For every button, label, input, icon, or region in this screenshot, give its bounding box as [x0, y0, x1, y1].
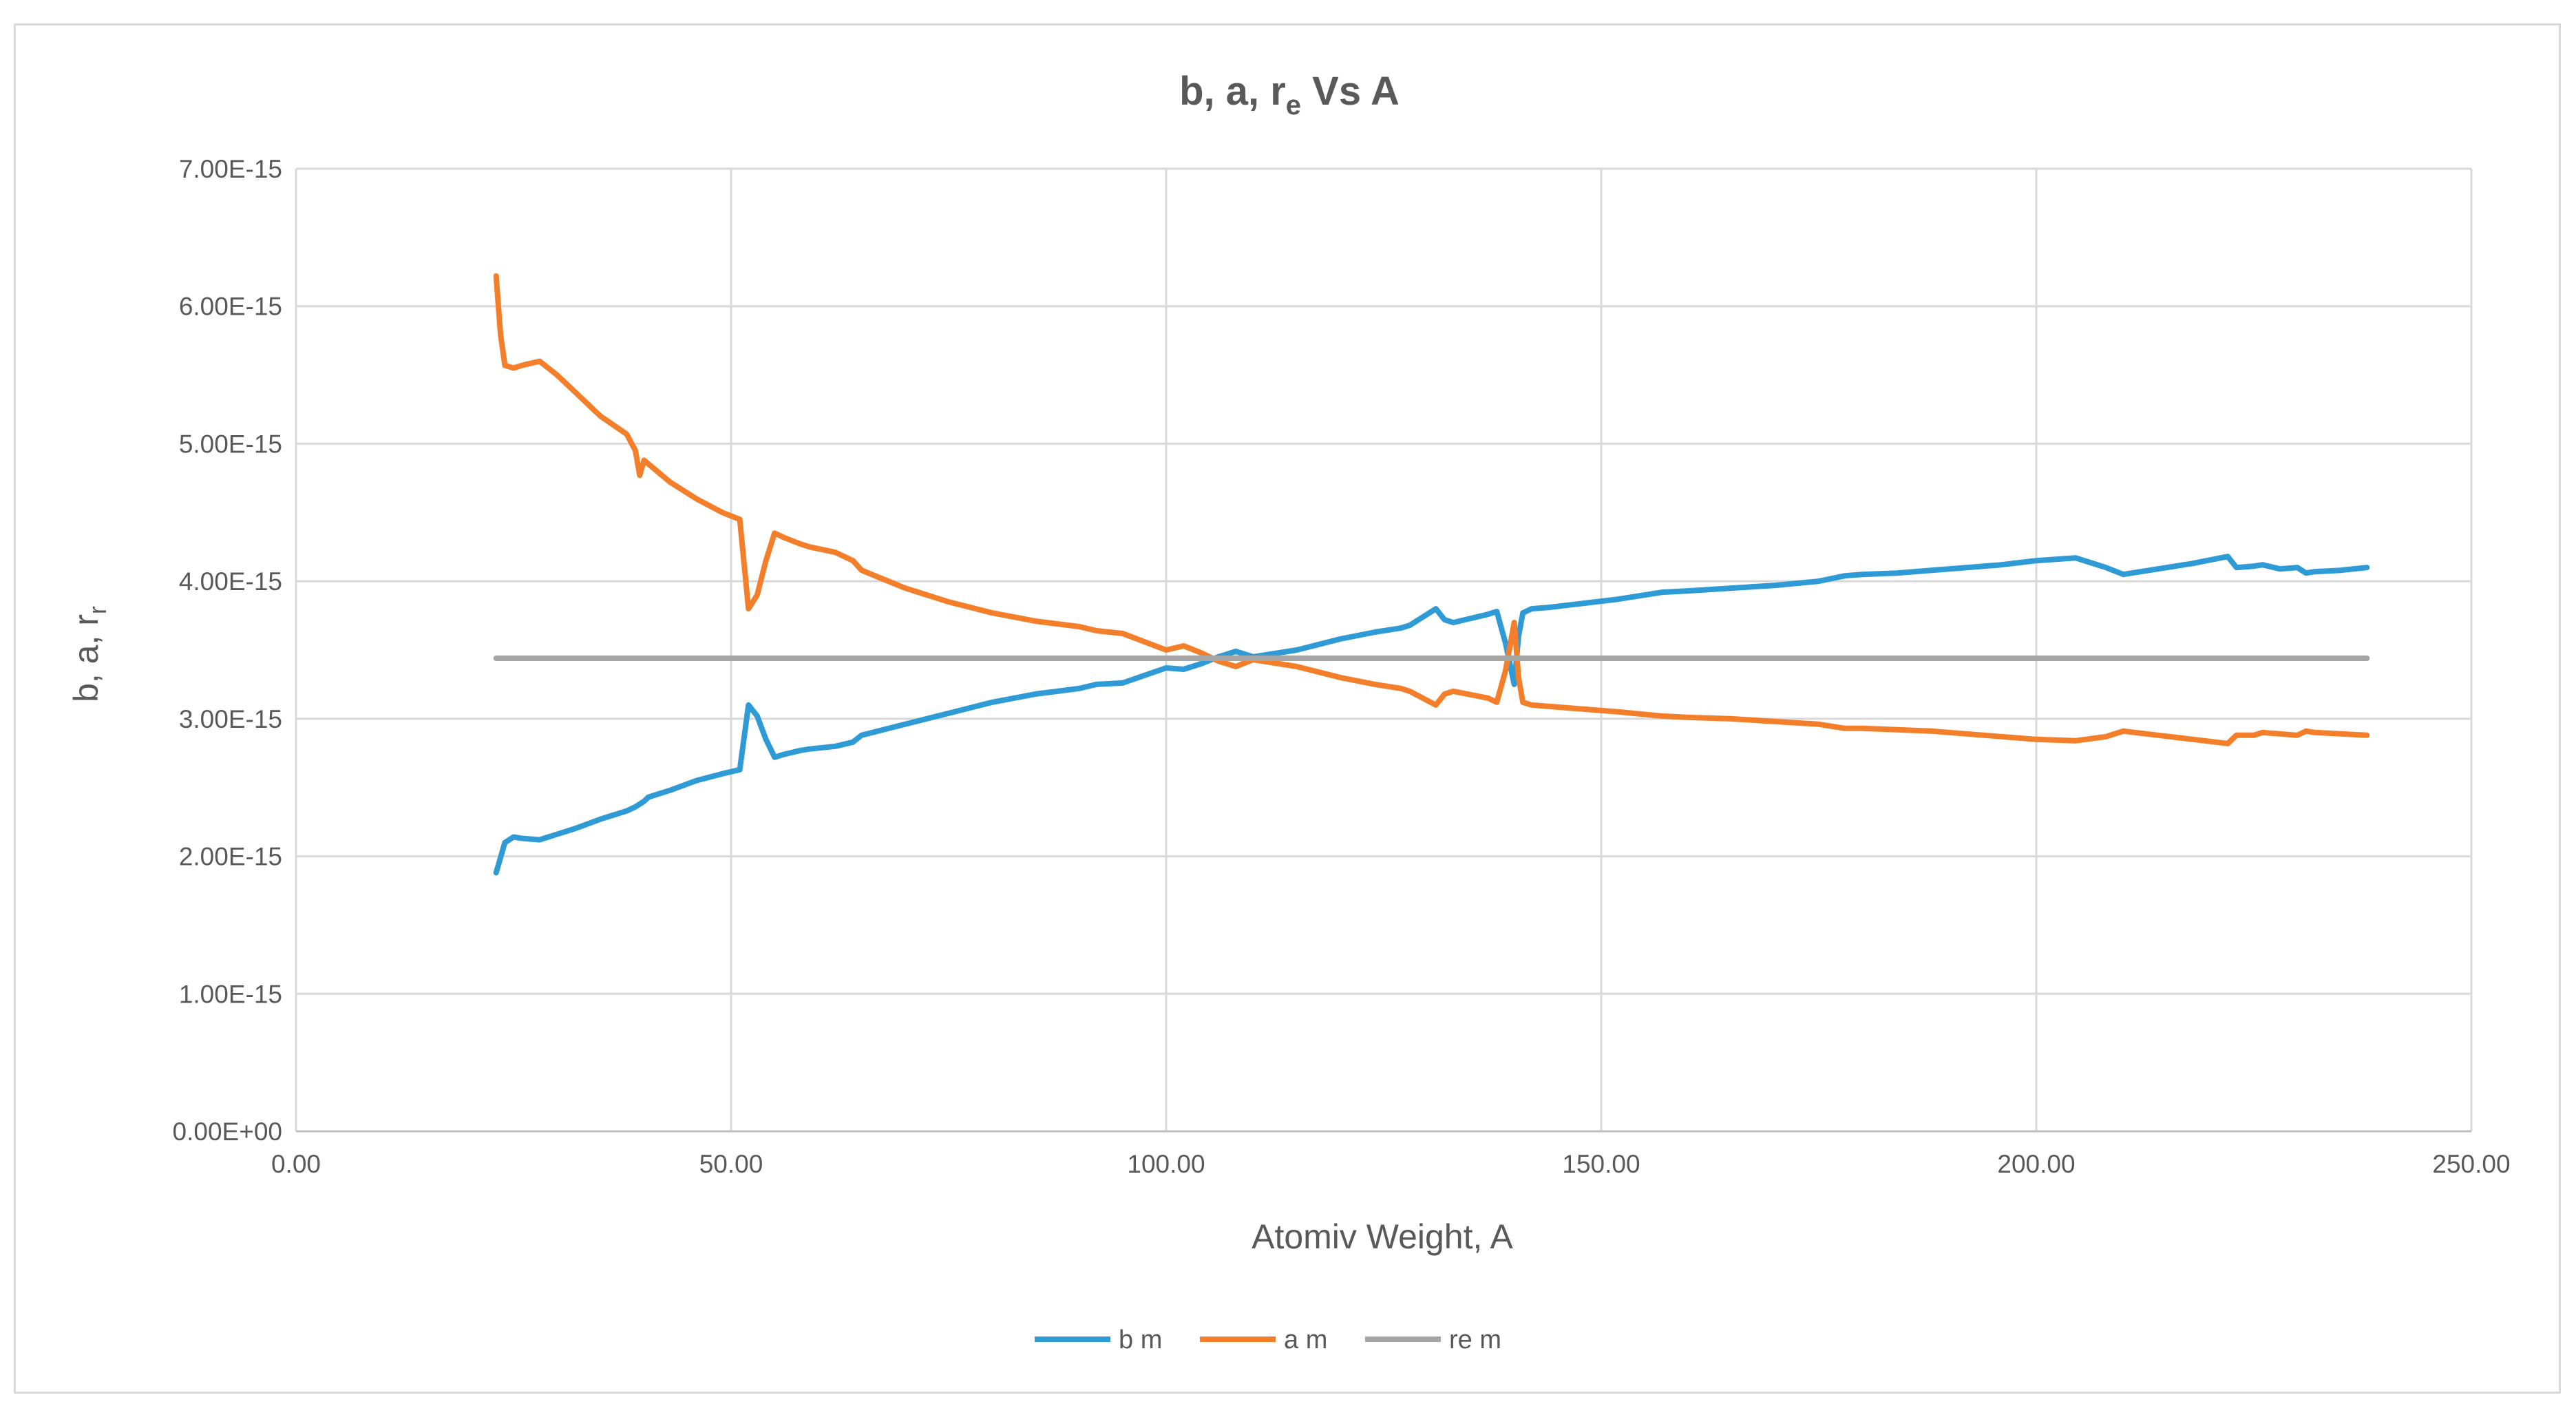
y-tick-label: 3.00E-15 — [179, 705, 282, 733]
x-tick-label: 50.00 — [699, 1150, 763, 1178]
chart-title-tail: Vs A — [1301, 69, 1400, 114]
x-tick-label: 200.00 — [1997, 1150, 2075, 1178]
series-line-b-m — [493, 554, 2370, 876]
legend-label-b-m: b m — [1119, 1325, 1162, 1354]
legend-label-a-m: a m — [1284, 1325, 1327, 1354]
y-axis-title: b, a, rr — [67, 606, 112, 702]
series-line-a-m — [493, 273, 2370, 746]
x-tick-label: 250.00 — [2432, 1150, 2510, 1178]
x-tick-label: 100.00 — [1127, 1150, 1205, 1178]
legend: b m a m re m — [1035, 1325, 1501, 1354]
chart-title-main: b, a, r — [1179, 69, 1286, 114]
chart-title-sub: e — [1286, 90, 1301, 120]
gridlines — [295, 167, 2473, 1131]
y-tick-label: 1.00E-15 — [179, 980, 282, 1008]
chart-title: b, a, re Vs A — [1179, 69, 1400, 120]
x-tick-label: 150.00 — [1562, 1150, 1640, 1178]
series-lines — [493, 273, 2370, 876]
y-axis-title-sub: r — [83, 606, 112, 614]
chart-frame — [14, 23, 2561, 1394]
x-axis-title: Atomiv Weight, A — [1252, 1217, 1513, 1256]
y-tick-label: 2.00E-15 — [179, 843, 282, 871]
y-tick-label: 4.00E-15 — [179, 567, 282, 596]
legend-label-re-m: re m — [1449, 1325, 1501, 1354]
y-axis-title-main: b, a, r — [67, 614, 105, 702]
y-tick-label: 5.00E-15 — [179, 430, 282, 458]
y-tick-label: 6.00E-15 — [179, 293, 282, 321]
tick-labels: 0.00E+00 1.00E-15 2.00E-15 3.00E-15 4.00E-15… — [173, 155, 2511, 1178]
y-tick-label: 7.00E-15 — [179, 155, 282, 183]
y-tick-label: 0.00E+00 — [173, 1118, 282, 1146]
x-tick-label: 0.00 — [271, 1150, 321, 1178]
